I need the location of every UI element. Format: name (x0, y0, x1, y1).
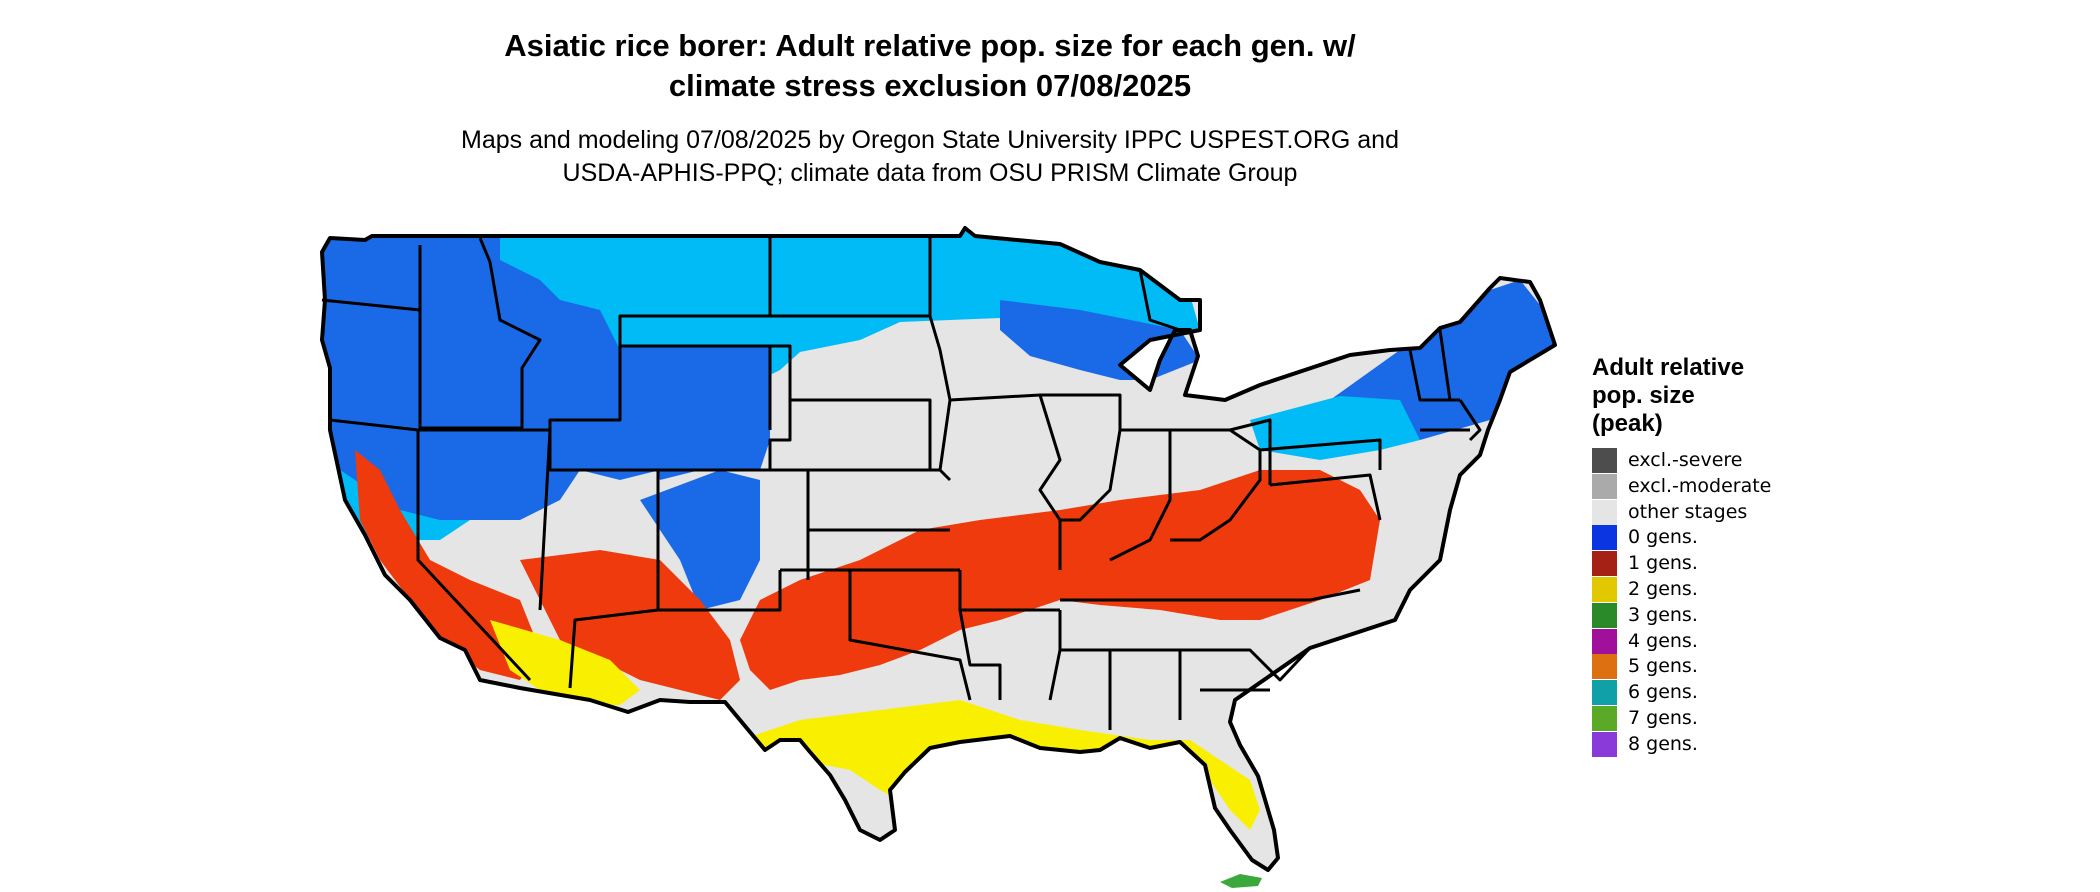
legend-item: 2 gens. (1592, 576, 1852, 603)
legend-label: 0 gens. (1628, 526, 1698, 549)
legend-items: excl.-severe excl.-moderate other stages 0 … (1592, 448, 1852, 758)
state-borders (320, 226, 1557, 872)
legend-swatch (1592, 705, 1617, 731)
legend-title-line-2: pop. size (1592, 382, 1695, 409)
legend-item: 7 gens. (1592, 705, 1852, 732)
legend-swatch (1592, 499, 1617, 525)
legend-item: excl.-moderate (1592, 473, 1852, 500)
us-map (320, 226, 1557, 888)
legend-label: 3 gens. (1628, 603, 1698, 626)
legend-swatch (1592, 551, 1617, 577)
legend-label: 7 gens. (1628, 706, 1698, 729)
legend-label: 1 gens. (1628, 552, 1698, 575)
legend-item: 4 gens. (1592, 628, 1852, 655)
legend-item: 5 gens. (1592, 654, 1852, 680)
legend-label: 4 gens. (1628, 629, 1698, 652)
legend-item: 6 gens. (1592, 680, 1852, 706)
legend-label: 5 gens. (1628, 655, 1698, 678)
legend-swatch (1592, 731, 1617, 757)
legend-title-line-3: (peak) (1592, 410, 1663, 437)
legend: Adult relative pop. size (peak) excl.-se… (1592, 354, 1852, 758)
legend-label: 6 gens. (1628, 681, 1698, 704)
map-title-line-2: climate stress exclusion 07/08/2025 (668, 68, 1192, 103)
legend-title-line-1: Adult relative (1592, 354, 1745, 381)
legend-swatch (1592, 654, 1617, 680)
coastal-islands (1220, 874, 1262, 888)
map-title-line-1: Asiatic rice borer: Adult relative pop. … (504, 28, 1356, 63)
legend-swatch (1592, 525, 1617, 551)
legend-label: excl.-moderate (1628, 474, 1772, 497)
legend-item: excl.-severe (1592, 448, 1852, 474)
legend-item: 8 gens. (1592, 731, 1852, 758)
legend-swatch (1592, 628, 1617, 654)
legend-label: 2 gens. (1628, 577, 1698, 600)
legend-swatch (1592, 473, 1617, 499)
map-subtitle-line-1: Maps and modeling 07/08/2025 by Oregon S… (461, 126, 1399, 154)
legend-item: other stages (1592, 499, 1852, 526)
map-fill-layer (322, 228, 1555, 870)
legend-label: 8 gens. (1628, 732, 1698, 755)
legend-label: other stages (1628, 500, 1748, 523)
legend-item: 3 gens. (1592, 602, 1852, 629)
legend-swatch (1592, 680, 1617, 706)
legend-swatch (1592, 602, 1617, 628)
legend-label: excl.-severe (1628, 449, 1743, 471)
legend-item: 1 gens. (1592, 551, 1852, 577)
legend-item: 0 gens. (1592, 525, 1852, 551)
legend-swatch (1592, 448, 1617, 473)
legend-swatch (1592, 576, 1617, 602)
map-subtitle-line-2: USDA-APHIS-PPQ; climate data from OSU PR… (562, 159, 1298, 187)
